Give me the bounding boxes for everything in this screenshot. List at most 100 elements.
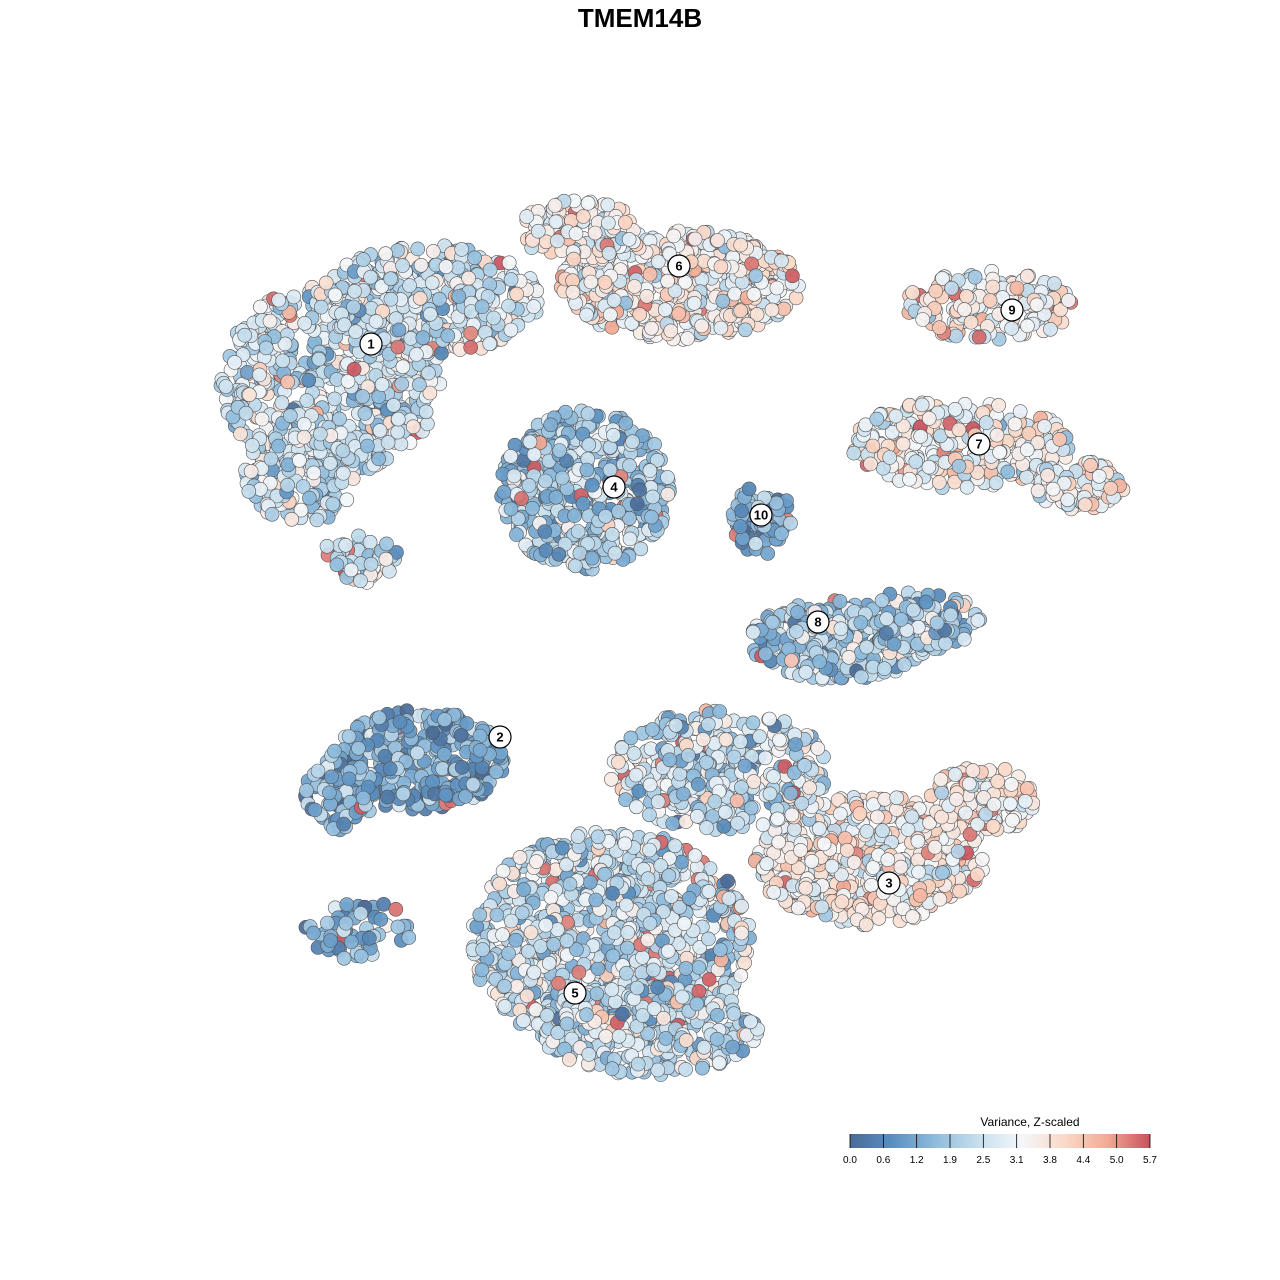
- cell-point-cluster-4: [660, 470, 675, 485]
- cell-point-cluster-4: [598, 508, 613, 524]
- cell-point-cluster-1: [463, 340, 479, 355]
- cell-point-cluster-1: [348, 324, 364, 340]
- cell-point-cluster-4: [548, 489, 564, 505]
- cell-point-cluster-3: [950, 844, 966, 859]
- cell-point-cluster-3: [771, 834, 787, 850]
- cell-point-cluster-3: [985, 818, 1001, 834]
- cell-point-cluster-5: [678, 1033, 694, 1048]
- cell-point-cluster-3: [905, 909, 920, 925]
- cell-point-cluster-6: [601, 246, 617, 261]
- cell-point-cluster-1: [347, 283, 362, 299]
- cell-point-cluster-2: [425, 774, 440, 790]
- cell-point-cluster-1: [311, 351, 327, 367]
- cell-point-cluster-1: [343, 562, 359, 578]
- cell-point-cluster-5: [501, 946, 516, 961]
- cell-point-cluster-1: [335, 465, 351, 481]
- cell-point-cluster-1: [418, 404, 434, 420]
- cell-point-cluster-1: [271, 292, 287, 308]
- cell-point-cluster-1: [346, 299, 361, 315]
- cell-point-cluster-5: [495, 863, 511, 879]
- cell-point-cluster-5: [664, 889, 679, 904]
- cell-point-cluster-5: [681, 890, 697, 906]
- cell-point-cluster-1: [501, 298, 516, 314]
- cell-point-cluster-5: [582, 874, 598, 890]
- cell-point-cluster-4: [581, 437, 597, 453]
- cell-point-cluster-1: [410, 241, 426, 257]
- cell-point-cluster-2: [362, 930, 377, 946]
- cell-point-cluster-5: [650, 794, 666, 810]
- cell-point-cluster-3: [912, 888, 928, 903]
- cell-point-cluster-6: [632, 307, 648, 322]
- cell-point-cluster-5: [629, 799, 644, 815]
- cell-point-cluster-1: [353, 573, 368, 589]
- cell-point-cluster-1: [277, 336, 293, 352]
- cell-point-cluster-5: [642, 916, 658, 931]
- cell-point-cluster-1: [325, 496, 341, 512]
- cell-point-cluster-2: [351, 740, 366, 756]
- cell-point-cluster-1: [402, 278, 417, 293]
- cell-point-cluster-3: [839, 842, 855, 858]
- cell-point-cluster-1: [313, 299, 329, 315]
- cell-point-cluster-1: [306, 465, 322, 481]
- cell-point-cluster-5: [752, 729, 767, 744]
- cell-point-cluster-4: [579, 462, 595, 478]
- cell-point-cluster-6: [547, 198, 563, 213]
- cell-point-cluster-5: [746, 774, 762, 789]
- cell-point-cluster-6: [606, 293, 622, 308]
- cell-point-cluster-5: [707, 794, 723, 809]
- cell-point-cluster-4: [537, 524, 553, 539]
- cell-point-cluster-5: [690, 777, 706, 792]
- cell-point-cluster-4: [503, 501, 519, 517]
- cell-point-cluster-3: [1002, 796, 1018, 812]
- cell-point-cluster-5: [642, 777, 658, 793]
- cell-point-cluster-1: [264, 506, 280, 522]
- cell-point-cluster-6: [617, 215, 633, 230]
- cell-point-cluster-5: [538, 917, 554, 933]
- cell-point-cluster-1: [395, 359, 411, 375]
- cell-point-cluster-5: [733, 734, 748, 750]
- cell-point-cluster-5: [810, 741, 826, 756]
- cell-point-cluster-2: [355, 790, 371, 806]
- cell-point-cluster-6: [785, 268, 800, 284]
- cell-point-cluster-3: [832, 806, 848, 822]
- cell-point-cluster-1: [284, 511, 300, 527]
- cell-point-cluster-6: [600, 197, 616, 213]
- cell-point-cluster-5: [662, 752, 678, 768]
- cell-point-cluster-5: [559, 933, 575, 949]
- cell-point-cluster-5: [675, 786, 691, 802]
- cell-point-cluster-1: [280, 477, 295, 493]
- cell-point-cluster-1: [319, 538, 335, 554]
- cell-point-cluster-1: [509, 286, 525, 302]
- cell-point-cluster-1: [374, 377, 390, 392]
- cell-point-cluster-4: [642, 463, 658, 478]
- cell-point-cluster-5: [605, 885, 620, 901]
- cell-point-cluster-4: [568, 558, 583, 574]
- cell-point-cluster-5: [709, 1031, 725, 1047]
- cell-point-cluster-1: [409, 347, 424, 362]
- cell-point-cluster-1: [383, 291, 399, 307]
- cell-point-cluster-4: [632, 482, 647, 498]
- cell-point-cluster-6: [639, 288, 655, 304]
- cell-point-cluster-5: [611, 754, 626, 770]
- cell-point-cluster-5: [718, 732, 734, 747]
- cell-point-cluster-1: [338, 537, 354, 553]
- cell-point-cluster-3: [864, 877, 879, 893]
- cell-point-cluster-1: [390, 339, 406, 355]
- cell-point-cluster-2: [435, 761, 450, 777]
- cell-point-cluster-2: [306, 925, 321, 941]
- cell-point-cluster-1: [461, 270, 476, 286]
- cell-point-cluster-1: [412, 377, 427, 393]
- cell-point-cluster-4: [584, 477, 600, 493]
- cell-point-cluster-5: [623, 730, 639, 746]
- cell-point-cluster-1: [503, 272, 519, 287]
- cell-point-cluster-1: [438, 259, 454, 275]
- cell-point-cluster-5: [503, 913, 519, 929]
- cell-point-cluster-1: [474, 299, 490, 315]
- cell-point-cluster-1: [286, 289, 302, 305]
- cell-point-cluster-2: [341, 771, 357, 787]
- cell-point-cluster-5: [495, 927, 510, 943]
- cell-point-cluster-5: [783, 786, 799, 801]
- cell-point-cluster-1: [309, 512, 325, 528]
- cell-point-cluster-1: [412, 290, 428, 306]
